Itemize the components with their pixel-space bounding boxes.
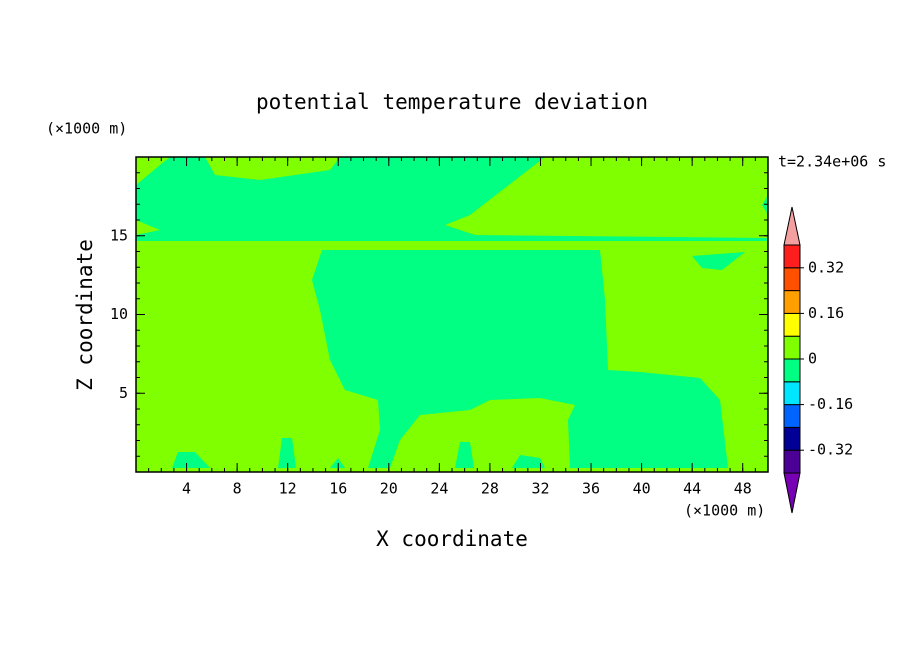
contour-region <box>330 458 345 468</box>
x-tick-label: 44 <box>683 480 701 498</box>
contour-region <box>312 250 728 468</box>
y-tick-label: 15 <box>110 226 128 244</box>
colorbar-box <box>783 290 801 314</box>
x-axis-label: X coordinate <box>376 527 528 551</box>
colorbar-over <box>783 206 801 246</box>
colorbar-tick-label: -0.32 <box>808 441 853 459</box>
x-tick-label: 8 <box>233 480 242 498</box>
plot-area <box>135 156 769 473</box>
colorbar-box <box>783 312 801 337</box>
x-tick-label: 24 <box>430 480 448 498</box>
x-tick-label: 28 <box>481 480 499 498</box>
x-tick-label: 40 <box>633 480 651 498</box>
contour-region <box>692 252 745 270</box>
colorbar-box <box>783 335 801 360</box>
x-tick-label: 12 <box>279 480 297 498</box>
contour-region <box>455 442 474 468</box>
colorbar-tick-label: 0.16 <box>808 304 844 322</box>
colorbar-tick-label: -0.16 <box>808 395 853 413</box>
contour-region <box>278 438 296 468</box>
colorbar-box <box>783 267 801 292</box>
colorbar-box <box>783 381 801 406</box>
x-tick-label: 32 <box>531 480 549 498</box>
contour-region <box>762 195 768 215</box>
x-unit: (×1000 m) <box>684 502 765 520</box>
y-tick-label: 10 <box>110 305 128 323</box>
colorbar-box <box>783 358 801 383</box>
x-tick-label: 36 <box>582 480 600 498</box>
x-tick-label: 48 <box>734 480 752 498</box>
colorbar-box <box>783 449 801 474</box>
colorbar-under <box>783 472 801 514</box>
x-tick-label: 16 <box>329 480 347 498</box>
y-unit: (×1000 m) <box>46 120 127 138</box>
y-tick-label: 5 <box>119 384 128 402</box>
colorbar-box <box>783 426 801 451</box>
colorbar-tick-label: 0.32 <box>808 258 844 276</box>
contour-region <box>172 452 210 468</box>
contour-region <box>136 157 768 241</box>
colorbar-box <box>783 244 801 269</box>
x-tick-label: 4 <box>182 480 191 498</box>
chart-title: potential temperature deviation <box>256 90 648 114</box>
x-tick-label: 20 <box>380 480 398 498</box>
time-label: t=2.34e+06 s <box>778 153 886 171</box>
colorbar-box <box>783 404 801 428</box>
contour-region <box>512 455 545 468</box>
y-axis-label: Z coordinate <box>73 239 97 391</box>
colorbar-tick-label: 0 <box>808 350 817 368</box>
